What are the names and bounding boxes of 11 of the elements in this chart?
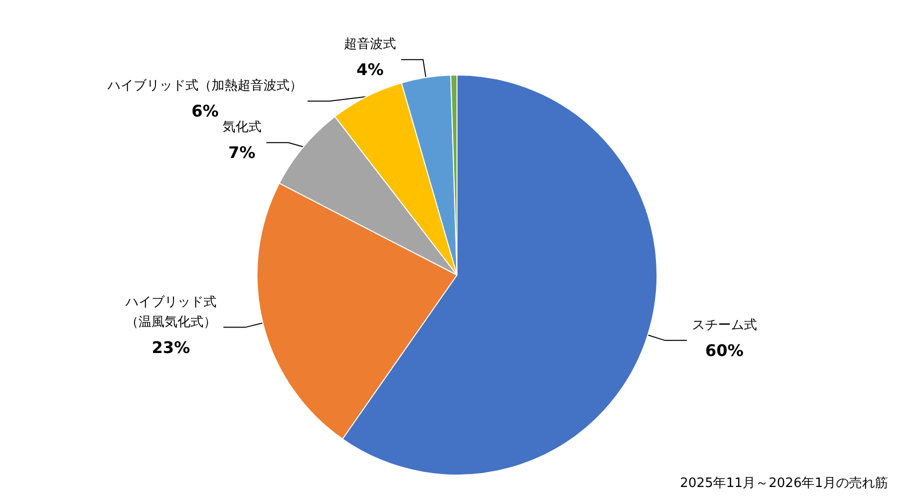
slice-label: ハイブリッド式（加熱超音波式）	[106, 78, 303, 94]
slice-label: スチーム式	[692, 318, 757, 333]
slice-label: 気化式	[222, 120, 262, 136]
slice-label: 超音波式	[344, 37, 396, 52]
data-label: 60%	[705, 340, 744, 360]
text: 2025年11月～2026年1月の売れ筋	[680, 476, 888, 491]
data-label: 7%	[228, 143, 256, 162]
data-label: 6%	[191, 102, 219, 121]
data-label: 4%	[356, 60, 384, 80]
slice-label: ハイブリッド式（温風気化式）	[124, 294, 216, 330]
data-label: 23%	[152, 338, 190, 357]
